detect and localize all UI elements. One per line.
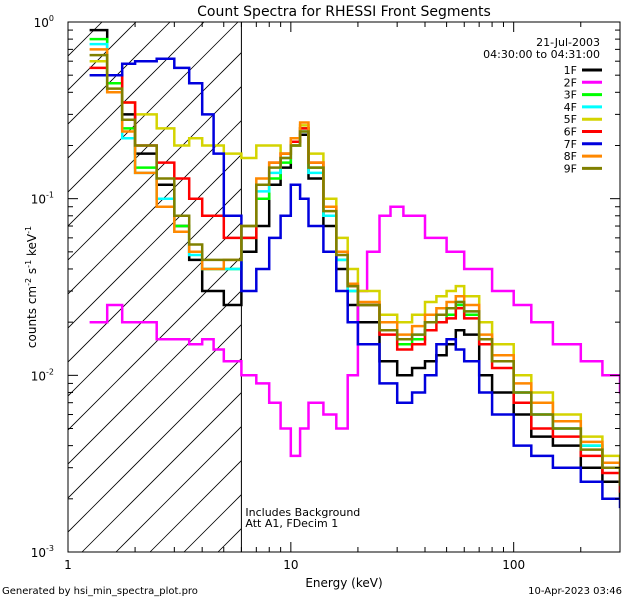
hatch-line [68, 22, 103, 57]
hatch-line [68, 324, 242, 499]
hatch-line [68, 22, 205, 159]
y-label-exp1: -2 [24, 278, 33, 286]
hatch-line [68, 222, 242, 397]
annotation-text: Includes Background [245, 506, 360, 519]
footer-generated: Generated by hsi_min_spectra_plot.pro [2, 586, 198, 597]
legend-label: 4F [564, 101, 577, 114]
plot-frame [67, 21, 621, 553]
footer-timestamp: 10-Apr-2023 03:46 [528, 586, 622, 597]
hatch-line [68, 22, 171, 125]
legend-label: 8F [564, 150, 577, 163]
x-tick-label: 1 [64, 558, 72, 572]
x-tick-label: 100 [502, 558, 525, 572]
hatch-line [68, 86, 242, 261]
y-label-exp3: -1 [24, 226, 33, 234]
series-line-4F [89, 42, 620, 483]
hatch-line [115, 426, 242, 552]
legend-label: 3F [564, 89, 577, 102]
legend-label: 5F [564, 113, 577, 126]
y-tick-label: 10-3 [31, 544, 54, 560]
series-line-5F [89, 59, 620, 469]
hatch-line [68, 358, 242, 533]
hatch-line [68, 154, 242, 329]
x-axis-label: Energy (keV) [305, 576, 382, 590]
y-label-end: keV [25, 233, 39, 260]
series-group [89, 28, 620, 509]
y-label-exp2: -1 [24, 260, 33, 268]
x-tick-labels: 10 100 1 [64, 558, 525, 572]
annotation-text: Att A1, FDecim 1 [245, 517, 338, 530]
hatch-line [149, 460, 242, 552]
y-label-mid: s [25, 268, 39, 278]
x-tick-label: 10 [283, 558, 298, 572]
legend-label: 2F [564, 76, 577, 89]
legend-label: 6F [564, 126, 577, 139]
hatch-line [81, 392, 242, 552]
y-tick-label: 10-1 [31, 191, 54, 207]
y-tick-labels: 100 10-1 10-2 10-3 [31, 14, 54, 560]
hatch-line [68, 22, 239, 193]
y-label-main: counts cm [25, 286, 39, 348]
y-tick-label: 10-2 [31, 367, 54, 383]
hatch-line [68, 188, 242, 363]
hatch-line [68, 120, 242, 295]
series-line-7F [89, 57, 620, 509]
date-label: 21-Jul-2003 [536, 36, 600, 49]
axis-ticks [67, 22, 621, 553]
legend-label: 1F [564, 64, 577, 77]
hatch-line [68, 290, 242, 465]
y-axis-label: counts cm-2 s-1 keV-1 [24, 226, 39, 348]
legend-label: 7F [564, 138, 577, 151]
series-line-2F [89, 205, 620, 458]
time-range-label: 04:30:00 to 04:31:00 [483, 48, 600, 61]
hatch-region [68, 22, 242, 552]
hatch-line [68, 256, 242, 431]
hatch-line [68, 52, 242, 227]
y-tick-label: 100 [34, 14, 54, 30]
chart-title: Count Spectra for RHESSI Front Segments [197, 4, 491, 20]
legend-label: 9F [564, 162, 577, 175]
series-line-9F [89, 53, 620, 487]
